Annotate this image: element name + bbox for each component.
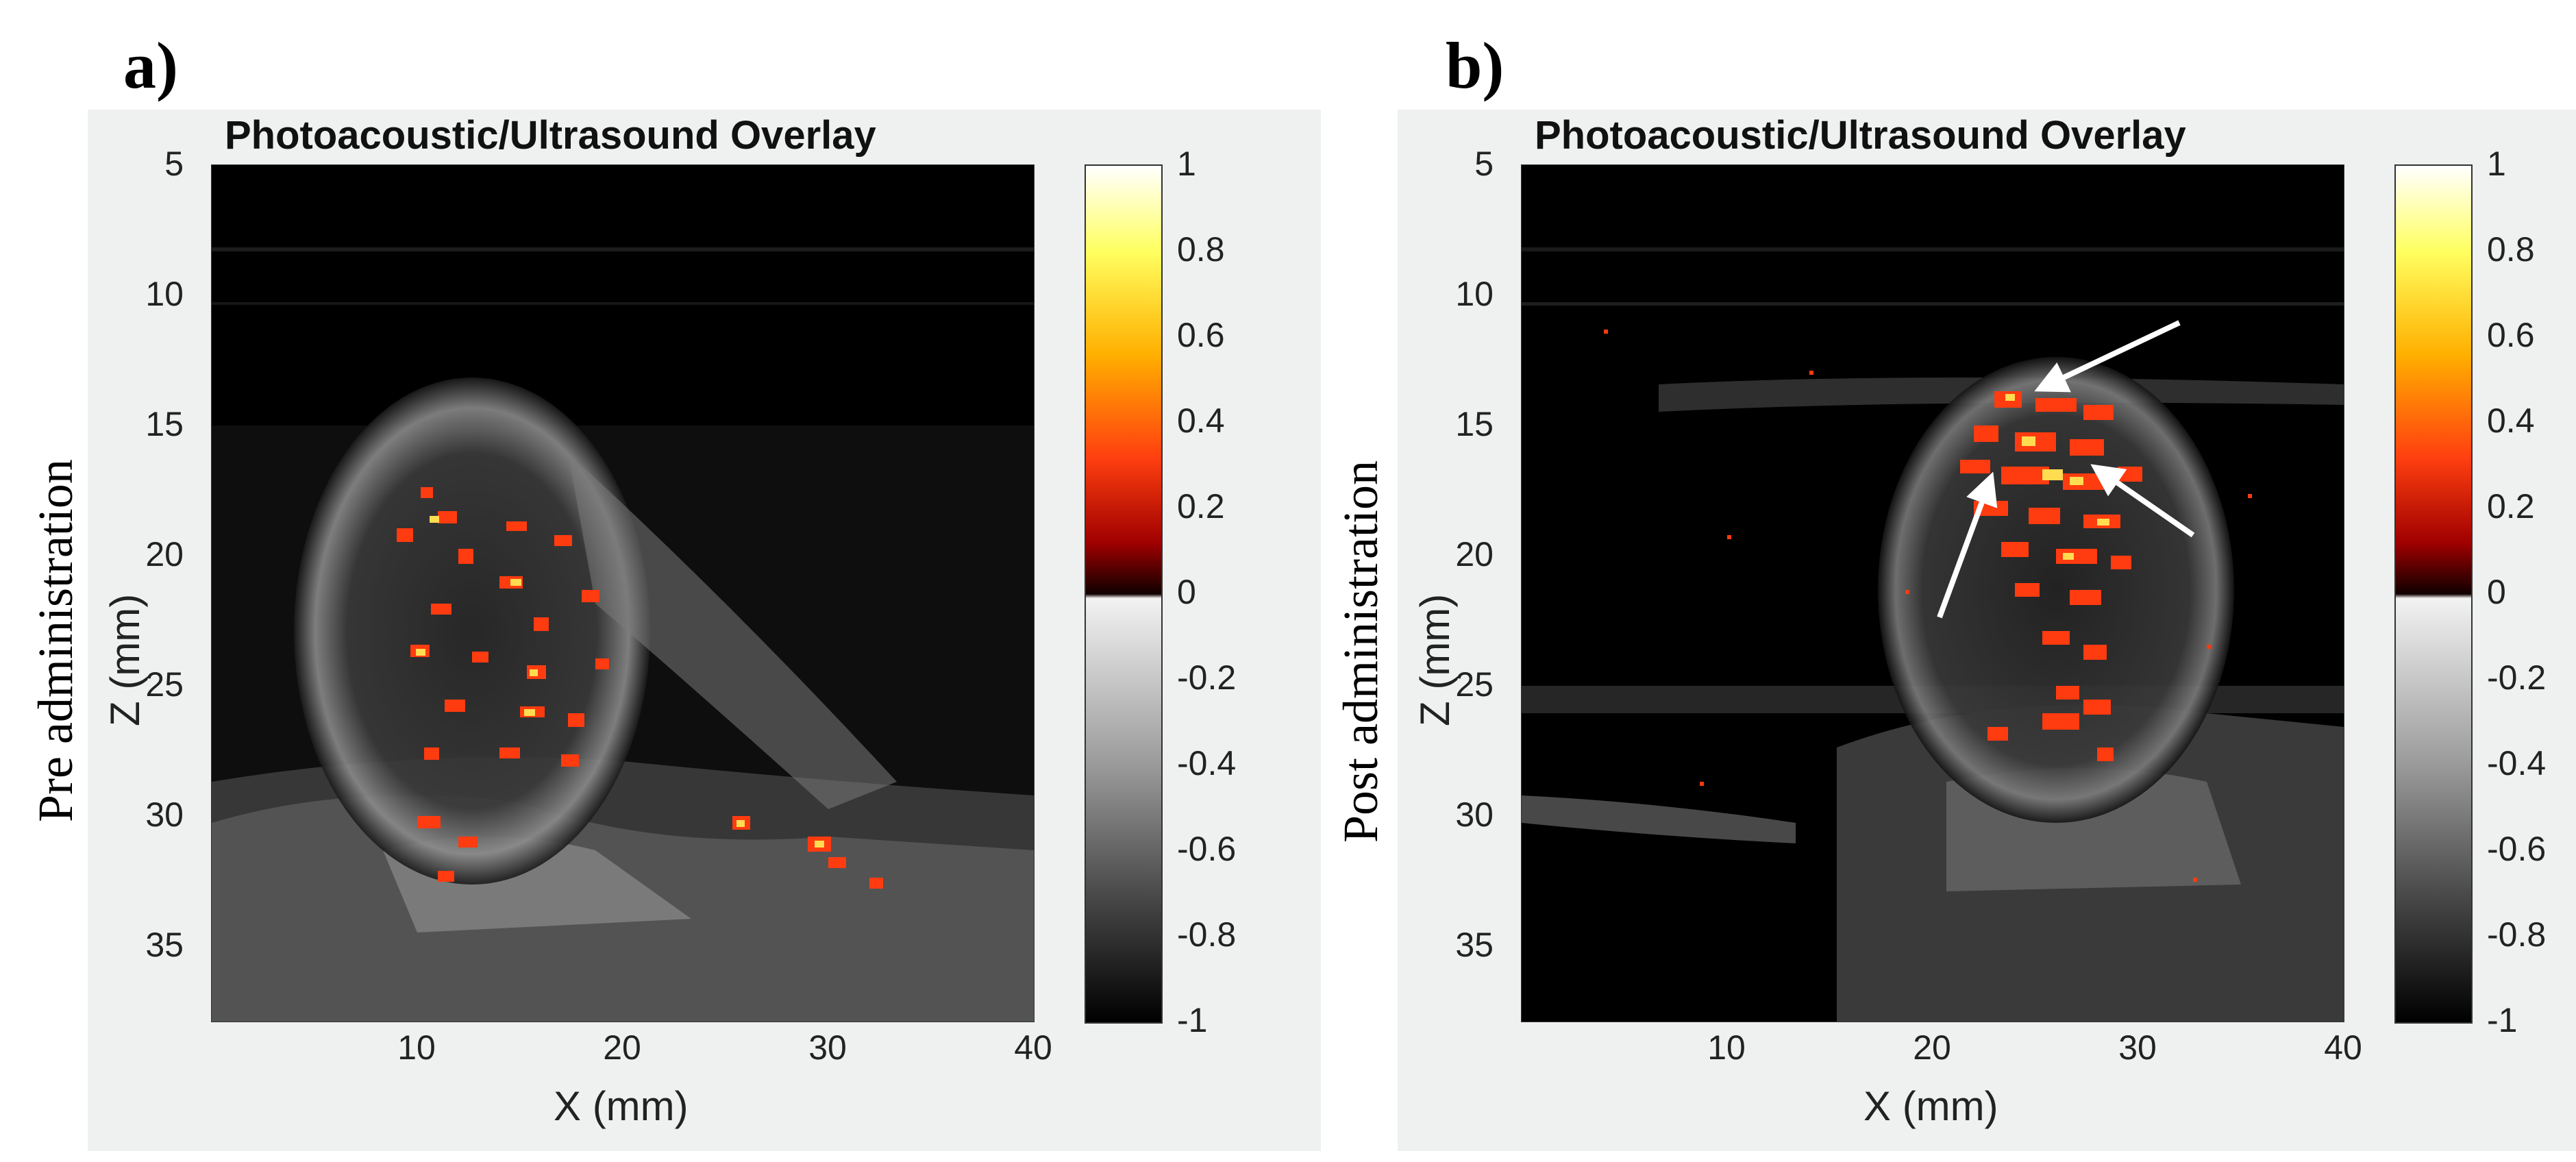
colorbar-tick: 1: [2487, 145, 2506, 183]
figure-panel-b: Photoacoustic/Ultrasound Overlay 5 10 15…: [1398, 110, 2576, 1151]
colorbar-tick: -0.8: [1177, 915, 1237, 954]
x-axis-title: X (mm): [554, 1083, 689, 1129]
colorbar-tick: -0.6: [1177, 830, 1237, 868]
colorbar-tick: -0.2: [2487, 658, 2547, 697]
overlay-image-pre: [211, 164, 1035, 1022]
x-tick: 30: [2118, 1028, 2157, 1067]
colorbar-tick: 1: [1177, 145, 1196, 183]
z-axis-title: Z (mm): [102, 593, 148, 726]
colorbar-tick: 0.4: [2487, 401, 2535, 440]
x-tick: 20: [1913, 1028, 1951, 1067]
colorbar-tick: -0.8: [2487, 915, 2547, 954]
colorbar-tick: -1: [2487, 1001, 2518, 1039]
colorbar-tick: 0.8: [2487, 230, 2535, 269]
x-tick: 10: [1707, 1028, 1746, 1067]
y-tick: 30: [145, 795, 184, 834]
side-label-pre: Pre administration: [28, 459, 83, 822]
y-tick: 30: [1455, 795, 1494, 834]
x-axis-title: X (mm): [1863, 1083, 1998, 1129]
y-tick: 15: [1455, 405, 1494, 443]
plot-title: Photoacoustic/Ultrasound Overlay: [1535, 113, 2186, 158]
x-tick: 10: [397, 1028, 436, 1067]
colorbar-tick: -0.2: [1177, 658, 1237, 697]
colorbar-tick: 0.2: [2487, 487, 2535, 526]
y-tick: 5: [1474, 145, 1494, 183]
y-tick: 35: [1455, 926, 1494, 964]
x-tick: 20: [603, 1028, 641, 1067]
colorbar-tick: 0.6: [1177, 316, 1225, 354]
colorbar-tick: 0.4: [1177, 401, 1225, 440]
colorbar: [2394, 164, 2473, 1024]
y-tick: 15: [145, 405, 184, 443]
colorbar-tick: 0: [2487, 573, 2506, 611]
y-tick: 25: [145, 665, 184, 704]
y-tick: 20: [145, 535, 184, 573]
y-tick: 10: [145, 275, 184, 313]
colorbar-tick: 0.8: [1177, 230, 1225, 269]
colorbar-tick: -0.6: [2487, 830, 2547, 868]
colorbar-tick: -0.4: [2487, 744, 2547, 782]
colorbar-tick: -1: [1177, 1001, 1208, 1039]
z-axis-title: Z (mm): [1412, 593, 1458, 726]
x-tick: 40: [1014, 1028, 1052, 1067]
colorbar-tick: 0: [1177, 573, 1196, 611]
y-tick: 25: [1455, 665, 1494, 704]
x-tick: 30: [808, 1028, 847, 1067]
y-tick: 20: [1455, 535, 1494, 573]
side-label-post: Post administration: [1333, 460, 1388, 843]
colorbar: [1085, 164, 1163, 1024]
panel-letter-b: b): [1446, 29, 1504, 102]
colorbar-tick: -0.4: [1177, 744, 1237, 782]
figure-panel-a: Photoacoustic/Ultrasound Overlay 5 10 15…: [88, 110, 1321, 1151]
overlay-image-post: [1521, 164, 2344, 1022]
colorbar-tick: 0.6: [2487, 316, 2535, 354]
colorbar-tick: 0.2: [1177, 487, 1225, 526]
y-tick: 35: [145, 926, 184, 964]
y-tick: 5: [164, 145, 184, 183]
plot-title: Photoacoustic/Ultrasound Overlay: [225, 113, 876, 158]
x-tick: 40: [2324, 1028, 2362, 1067]
panel-letter-a: a): [123, 29, 178, 102]
y-tick: 10: [1455, 275, 1494, 313]
